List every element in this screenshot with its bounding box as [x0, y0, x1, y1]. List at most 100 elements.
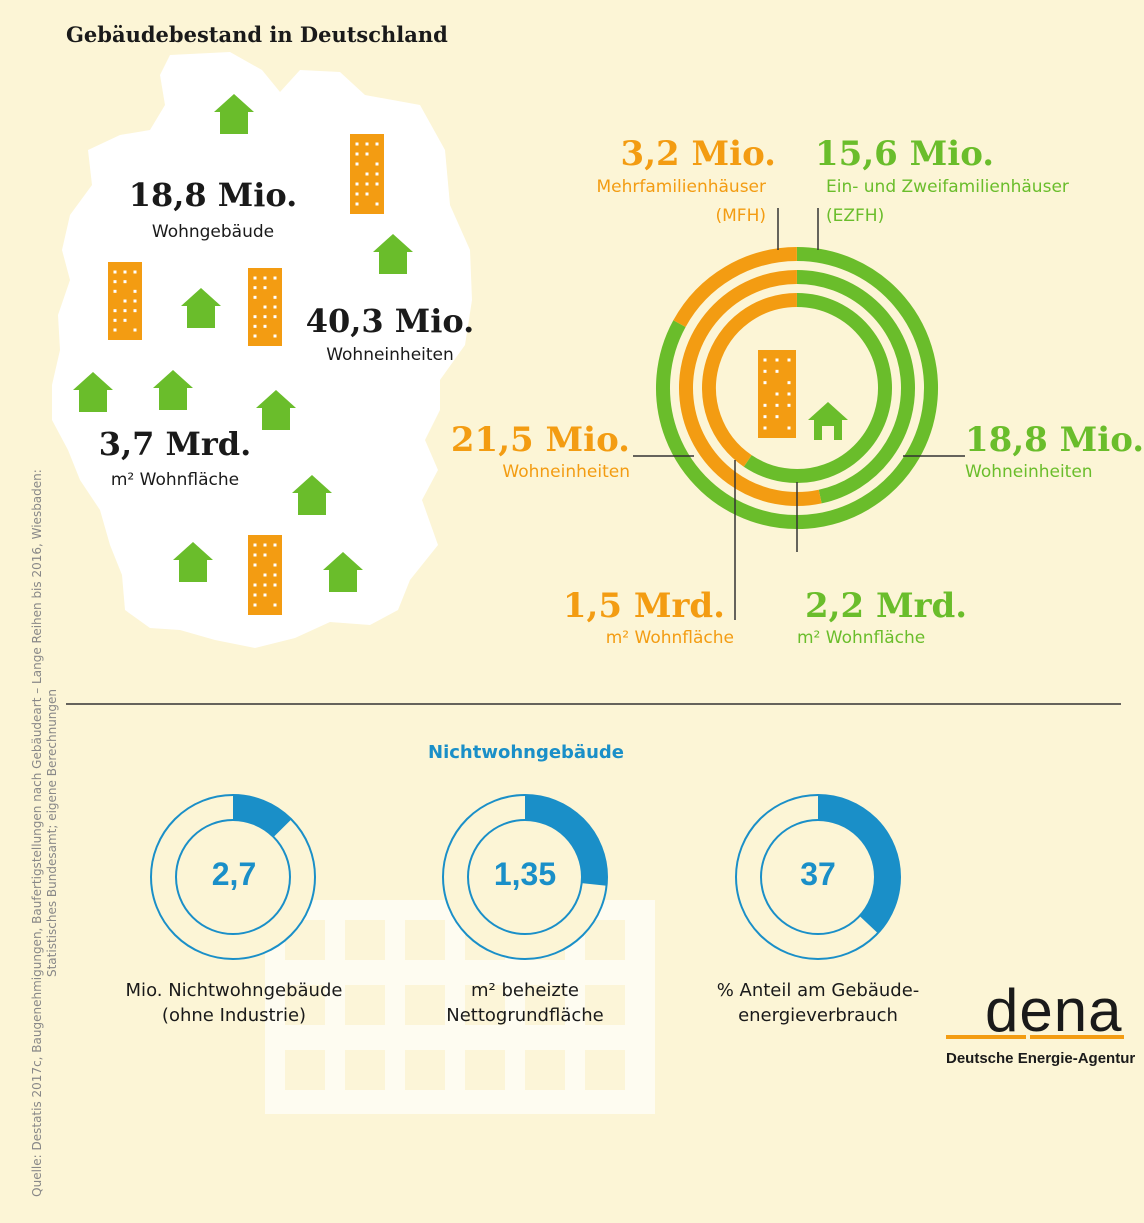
building-window	[263, 276, 267, 280]
house-icon	[373, 234, 413, 274]
mfh-label: Mehrfamilienhäuser	[596, 177, 766, 197]
building-window	[113, 328, 117, 332]
building-window	[263, 553, 267, 557]
building-window	[365, 192, 369, 196]
building-window	[253, 563, 257, 567]
building-window	[253, 295, 257, 299]
building-window	[263, 305, 267, 309]
house-icon	[181, 288, 221, 328]
ring-3-mfh-arc	[702, 293, 798, 467]
building-window	[263, 286, 267, 290]
ezfh-abbr: (EZFH)	[826, 206, 885, 226]
building-window	[273, 583, 277, 587]
building-window	[273, 334, 277, 338]
flaeche-ezfh-label: m² Wohnfläche	[797, 628, 926, 648]
building-window	[355, 162, 359, 166]
building-window	[375, 162, 379, 166]
house-icon	[256, 390, 296, 430]
building-window	[365, 142, 369, 146]
donut-value-2: 1,35	[493, 856, 557, 892]
building-window	[253, 553, 257, 557]
building-window	[375, 172, 379, 176]
building-window	[787, 426, 791, 430]
building-window	[253, 286, 257, 290]
building-window	[273, 603, 277, 607]
building-window	[253, 315, 257, 319]
building-window	[253, 593, 257, 597]
wohneinheiten-mfh-label: Wohneinheiten	[502, 462, 630, 482]
building-window	[763, 369, 767, 373]
building-window	[273, 543, 277, 547]
building-window	[123, 280, 127, 284]
mfh-value: 3,2 Mio.	[620, 134, 776, 174]
building-window	[253, 543, 257, 547]
ring-2-mfh-arc	[679, 270, 822, 506]
flaeche-mfh-label: m² Wohnfläche	[605, 628, 734, 648]
building-window	[375, 182, 379, 186]
building-window	[113, 318, 117, 322]
building-window	[763, 358, 767, 362]
building-window	[763, 426, 767, 430]
building-window	[273, 315, 277, 319]
house-icon	[214, 94, 254, 134]
ring-1-ezfh-arc	[656, 247, 938, 529]
building-window	[133, 328, 137, 332]
building-window	[787, 403, 791, 407]
house-icon	[173, 542, 213, 582]
building-window	[775, 392, 779, 396]
building-window	[763, 381, 767, 385]
building-window	[113, 309, 117, 313]
building-window	[763, 415, 767, 419]
building-window	[133, 309, 137, 313]
donut-fill-1	[232, 795, 292, 838]
building-window	[113, 289, 117, 293]
ezfh-label: Ein- und Zweifamilienhäuser	[826, 177, 1069, 197]
building-window	[365, 182, 369, 186]
ring-1-mfh-arc	[673, 247, 798, 328]
infographic-artwork	[52, 52, 1124, 1114]
logo-underline	[946, 1035, 1026, 1039]
flaeche-ezfh-value: 2,2 Mrd.	[805, 586, 968, 626]
building-window	[263, 315, 267, 319]
donut-charts	[150, 794, 901, 960]
building-window	[253, 603, 257, 607]
building-window	[273, 305, 277, 309]
building-window	[273, 563, 277, 567]
building-window	[133, 299, 137, 303]
concentric-rings-chart	[656, 247, 938, 529]
building-window	[123, 299, 127, 303]
building-window	[263, 583, 267, 587]
building-window	[253, 334, 257, 338]
building-window	[355, 142, 359, 146]
building-window	[365, 172, 369, 176]
building-window	[253, 324, 257, 328]
building-window	[375, 202, 379, 206]
ring-3-ezfh-arc	[743, 293, 892, 483]
building-window	[113, 280, 117, 284]
building-window	[375, 142, 379, 146]
stat-wohngebaeude-label: Wohngebäude	[151, 222, 275, 242]
building-window	[787, 358, 791, 362]
wohneinheiten-ezfh-label: Wohneinheiten	[965, 462, 1093, 482]
donut-fill-2	[524, 795, 607, 886]
wohneinheiten-ezfh-value: 18,8 Mio.	[965, 420, 1144, 460]
donut-label-1: Mio. Nichtwohngebäude (ohne Industrie)	[125, 980, 343, 1026]
section-title: Nichtwohngebäude	[428, 742, 624, 763]
donut-label-2: m² beheizte Nettogrundfläche	[446, 980, 604, 1026]
building-window	[355, 192, 359, 196]
building-window	[787, 381, 791, 385]
house-icon	[808, 402, 848, 440]
building-window	[365, 152, 369, 156]
building-window	[113, 270, 117, 274]
ezfh-value: 15,6 Mio.	[815, 134, 995, 174]
house-icon	[73, 372, 113, 412]
ring-2-ezfh-arc	[796, 270, 915, 504]
building-window	[763, 403, 767, 407]
house-icon	[323, 552, 363, 592]
donut-label-3: % Anteil am Gebäude- energieverbrauch	[716, 980, 920, 1026]
wohneinheiten-mfh-value: 21,5 Mio.	[450, 420, 630, 460]
building-window	[775, 358, 779, 362]
building-window	[273, 276, 277, 280]
stat-wohneinheiten-value: 40,3 Mio.	[305, 302, 475, 340]
building-window	[775, 403, 779, 407]
